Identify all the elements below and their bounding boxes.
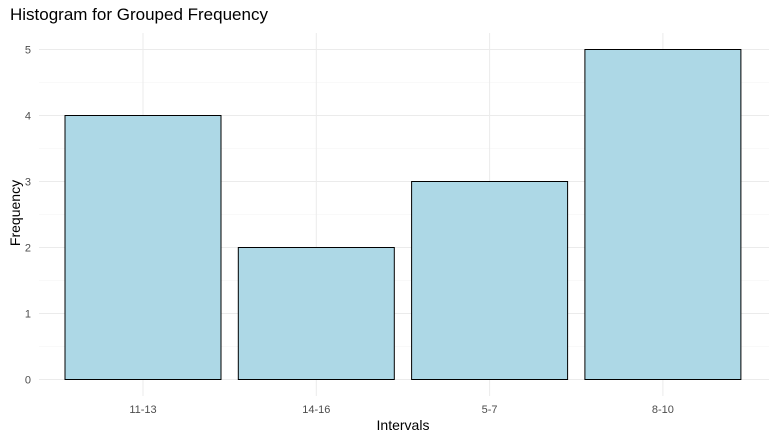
x-tick-label: 5-7 [482,404,498,416]
y-tick-label: 3 [25,177,31,189]
x-tick-layer: 11-13 14-16 5-7 8-10 [129,404,674,416]
bar-14-16 [237,247,395,380]
bar-5-7 [411,181,569,380]
bar-8-10 [584,49,742,380]
bar-11-13 [64,115,222,380]
bar-layer [64,49,742,380]
y-tick-label: 1 [25,309,31,321]
y-tick-label: 4 [25,111,31,123]
x-tick-label: 8-10 [652,404,674,416]
x-tick-label: 14-16 [302,404,330,416]
y-axis-label: Frequency [7,179,23,247]
chart-title: Histogram for Grouped Frequency [10,5,268,24]
x-axis-label: Intervals [376,417,430,433]
y-tick-label: 2 [25,243,31,255]
y-tick-label: 5 [25,45,31,57]
x-tick-label: 11-13 [129,404,156,416]
y-tick-layer: 0 1 2 3 4 5 [25,45,31,387]
y-tick-label: 0 [25,375,31,387]
